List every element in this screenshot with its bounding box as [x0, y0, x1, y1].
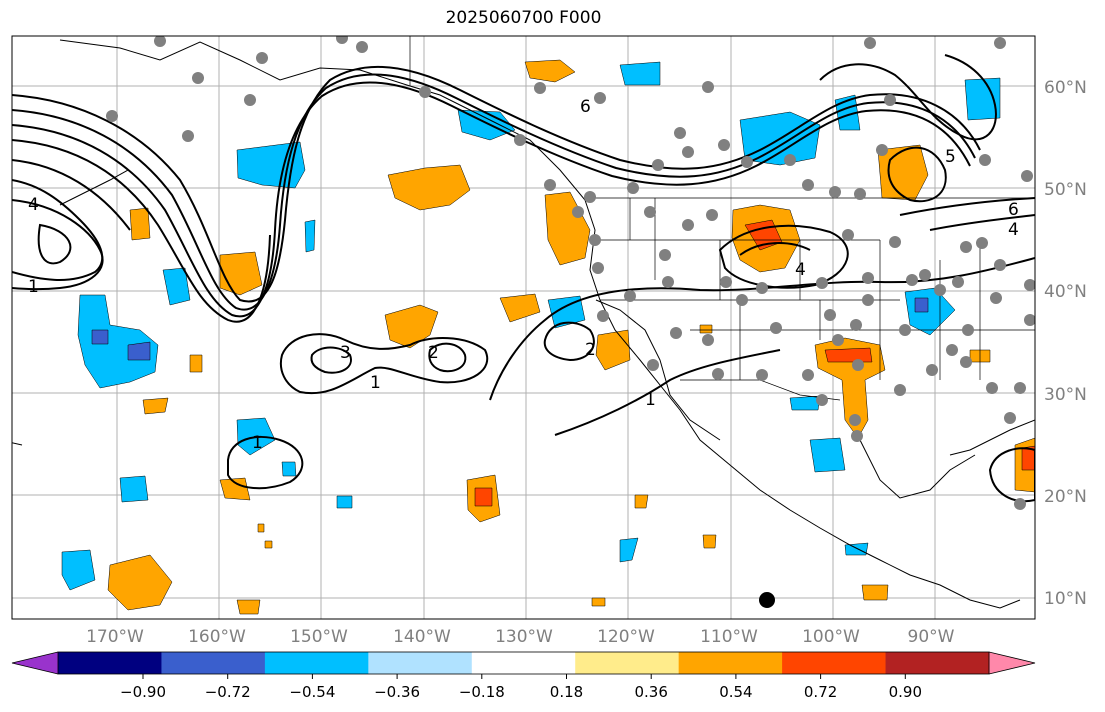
lon-label: 90°W — [908, 627, 955, 647]
lon-label: 100°W — [802, 627, 860, 647]
contour-label: 1 — [252, 433, 263, 453]
contour-label: 4 — [795, 260, 806, 280]
colorbar-extend-low — [12, 652, 58, 674]
colorbar-outline — [57, 651, 990, 675]
latitude-labels: 60°N 50°N 40°N 30°N 20°N 10°N — [1044, 78, 1087, 609]
colorbar-extend-high — [989, 652, 1035, 674]
colorbar-tick-label: −0.72 — [205, 683, 251, 701]
colorbar-tick-label: −0.36 — [374, 683, 420, 701]
colorbar-tick-label: 0.18 — [550, 683, 583, 701]
lon-label: 130°W — [495, 627, 553, 647]
positive-anomaly-shading — [107, 59, 1035, 615]
contour-label: 6 — [1008, 200, 1019, 220]
longitude-labels: 170°W 160°W 150°W 140°W 130°W 120°W 110°… — [86, 627, 955, 647]
contour-label: 5 — [945, 147, 956, 167]
contour-label: 4 — [28, 195, 39, 215]
lon-label: 140°W — [393, 627, 451, 647]
storm-center-marker — [759, 592, 775, 608]
colorbar-tick-label: 0.54 — [719, 683, 752, 701]
colorbar-segment — [264, 652, 369, 674]
lat-label: 30°N — [1044, 385, 1087, 405]
map-title: 2025060700 F000 — [445, 8, 602, 28]
contour-lines — [12, 54, 1035, 503]
colorbar-tick-label: −0.90 — [120, 683, 166, 701]
lon-label: 150°W — [290, 627, 348, 647]
contour-label: 2 — [585, 340, 596, 360]
lat-label: 60°N — [1044, 78, 1087, 98]
map-area — [12, 36, 1035, 619]
colorbar-tick-label: 0.72 — [804, 683, 837, 701]
colorbar-tick-label: 0.90 — [889, 683, 922, 701]
station-markers — [106, 36, 1035, 510]
lon-label: 160°W — [188, 627, 246, 647]
colorbar-segment — [885, 652, 990, 674]
colorbar-segment — [782, 652, 887, 674]
contour-label: 1 — [370, 373, 381, 393]
lat-label: 10°N — [1044, 589, 1087, 609]
contour-label: 1 — [645, 390, 656, 410]
colorbar-tick-label: 0.36 — [634, 683, 667, 701]
colorbar-segment — [471, 652, 576, 674]
colorbar-segment — [575, 652, 680, 674]
lat-label: 20°N — [1044, 487, 1087, 507]
colorbar-tick-label: −0.54 — [289, 683, 335, 701]
colorbar: −0.90 −0.72 −0.54 −0.36 −0.18 0.18 0.36 0.54 0.7… — [11, 651, 1036, 701]
contour-label-group: 6 5 4 3 2 1 1 1 1 6 4 2 4 — [28, 97, 1019, 453]
contour-label: 4 — [1008, 220, 1019, 240]
lon-label: 170°W — [86, 627, 144, 647]
lon-label: 110°W — [700, 627, 758, 647]
lat-label: 40°N — [1044, 282, 1087, 302]
colorbar-segment — [368, 652, 473, 674]
lon-label: 120°W — [597, 627, 655, 647]
lat-label: 50°N — [1044, 180, 1087, 200]
map-frame — [11, 35, 1036, 620]
contour-label: 2 — [428, 343, 439, 363]
colorbar-segment — [161, 652, 266, 674]
colorbar-segment — [58, 652, 162, 674]
political-borders — [409, 36, 1035, 401]
contour-label: 3 — [340, 343, 351, 363]
contour-label: 1 — [28, 277, 39, 297]
colorbar-tick-label: −0.18 — [459, 683, 505, 701]
coastlines — [12, 39, 1035, 609]
contour-label: 6 — [580, 97, 591, 117]
colorbar-segment — [678, 652, 783, 674]
